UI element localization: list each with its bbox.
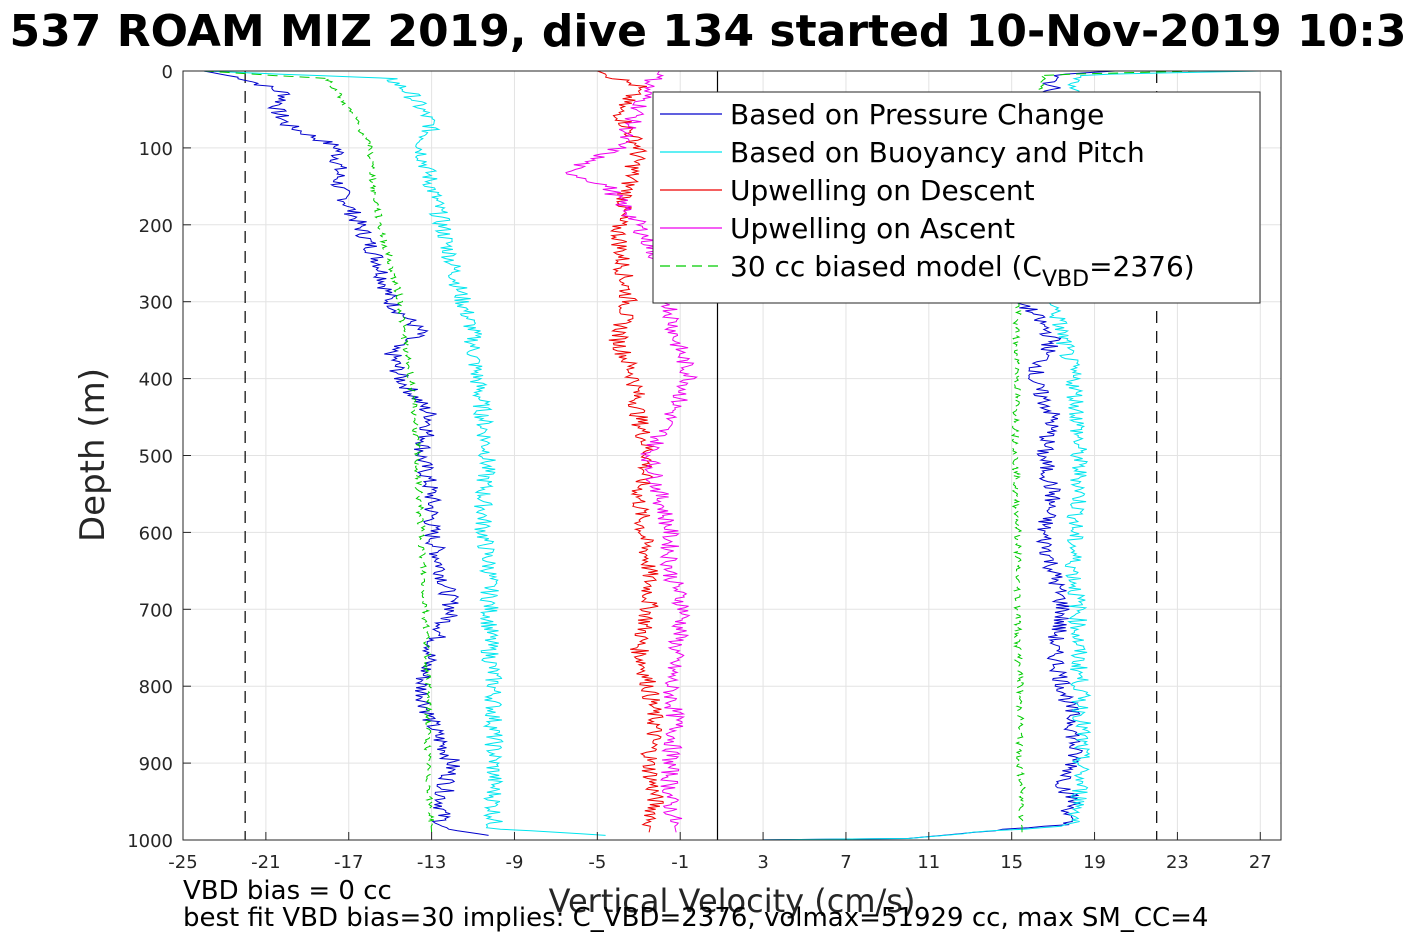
y-tick-label: 300 bbox=[139, 293, 173, 314]
y-axis-label: Depth (m) bbox=[73, 368, 113, 542]
axis-ticks: -25 -21 -17 -13 -9 -5 -1 3 7 11 15 19 23 270100200300… bbox=[127, 62, 1272, 873]
legend: Based on Pressure Change Based on Buoyanc… bbox=[652, 91, 1261, 304]
x-tick-label: -17 bbox=[334, 852, 363, 873]
x-tick-label: -25 bbox=[168, 852, 197, 873]
legend-box bbox=[652, 91, 1261, 304]
x-axis-label: Vertical Velocity (cm/s) bbox=[549, 882, 916, 920]
y-tick-label: 400 bbox=[139, 370, 173, 391]
series-line-buoyancy_descent bbox=[203, 70, 606, 836]
x-tick-label: -21 bbox=[251, 852, 280, 873]
series-line-model_ascent bbox=[1010, 70, 1199, 833]
series-line-model_descent bbox=[203, 70, 435, 833]
x-tick-label: 15 bbox=[1000, 852, 1023, 873]
y-tick-label: 100 bbox=[139, 139, 173, 160]
legend-label: Based on Buoyancy and Pitch bbox=[730, 136, 1145, 169]
x-tick-label: 19 bbox=[1083, 852, 1106, 873]
series-lines bbox=[203, 70, 1261, 841]
x-tick-label: -1 bbox=[671, 852, 689, 873]
y-tick-label: 700 bbox=[139, 600, 173, 621]
legend-label: Based on Pressure Change bbox=[730, 98, 1104, 131]
chart-title: 537 ROAM MIZ 2019, dive 134 started 10-N… bbox=[10, 6, 1407, 57]
y-tick-label: 600 bbox=[139, 523, 173, 544]
y-tick-label: 900 bbox=[139, 754, 173, 775]
y-tick-label: 0 bbox=[162, 62, 173, 83]
x-tick-label: 27 bbox=[1249, 852, 1272, 873]
x-tick-label: -9 bbox=[505, 852, 523, 873]
y-tick-label: 800 bbox=[139, 677, 173, 698]
x-tick-label: -5 bbox=[588, 852, 606, 873]
series-line-upwelling_ascent bbox=[565, 70, 699, 833]
x-tick-label: -13 bbox=[417, 852, 446, 873]
best-fit-note: best fit VBD bias=30 implies: C_VBD=2376… bbox=[183, 903, 1209, 933]
x-tick-label: 23 bbox=[1166, 852, 1189, 873]
x-tick-label: 7 bbox=[840, 852, 851, 873]
series-line-upwelling_descent bbox=[597, 70, 664, 833]
legend-label: Upwelling on Descent bbox=[730, 174, 1035, 207]
y-tick-label: 500 bbox=[139, 447, 173, 468]
y-tick-label: 200 bbox=[139, 216, 173, 237]
x-tick-label: 3 bbox=[757, 852, 768, 873]
legend-label: 30 cc biased model (CVBD=2376) bbox=[730, 250, 1195, 292]
y-tick-label: 1000 bbox=[127, 831, 173, 852]
x-tick-label: 11 bbox=[917, 852, 940, 873]
vbd-bias-note: VBD bias = 0 cc bbox=[183, 876, 392, 906]
legend-label: Upwelling on Ascent bbox=[730, 212, 1015, 245]
